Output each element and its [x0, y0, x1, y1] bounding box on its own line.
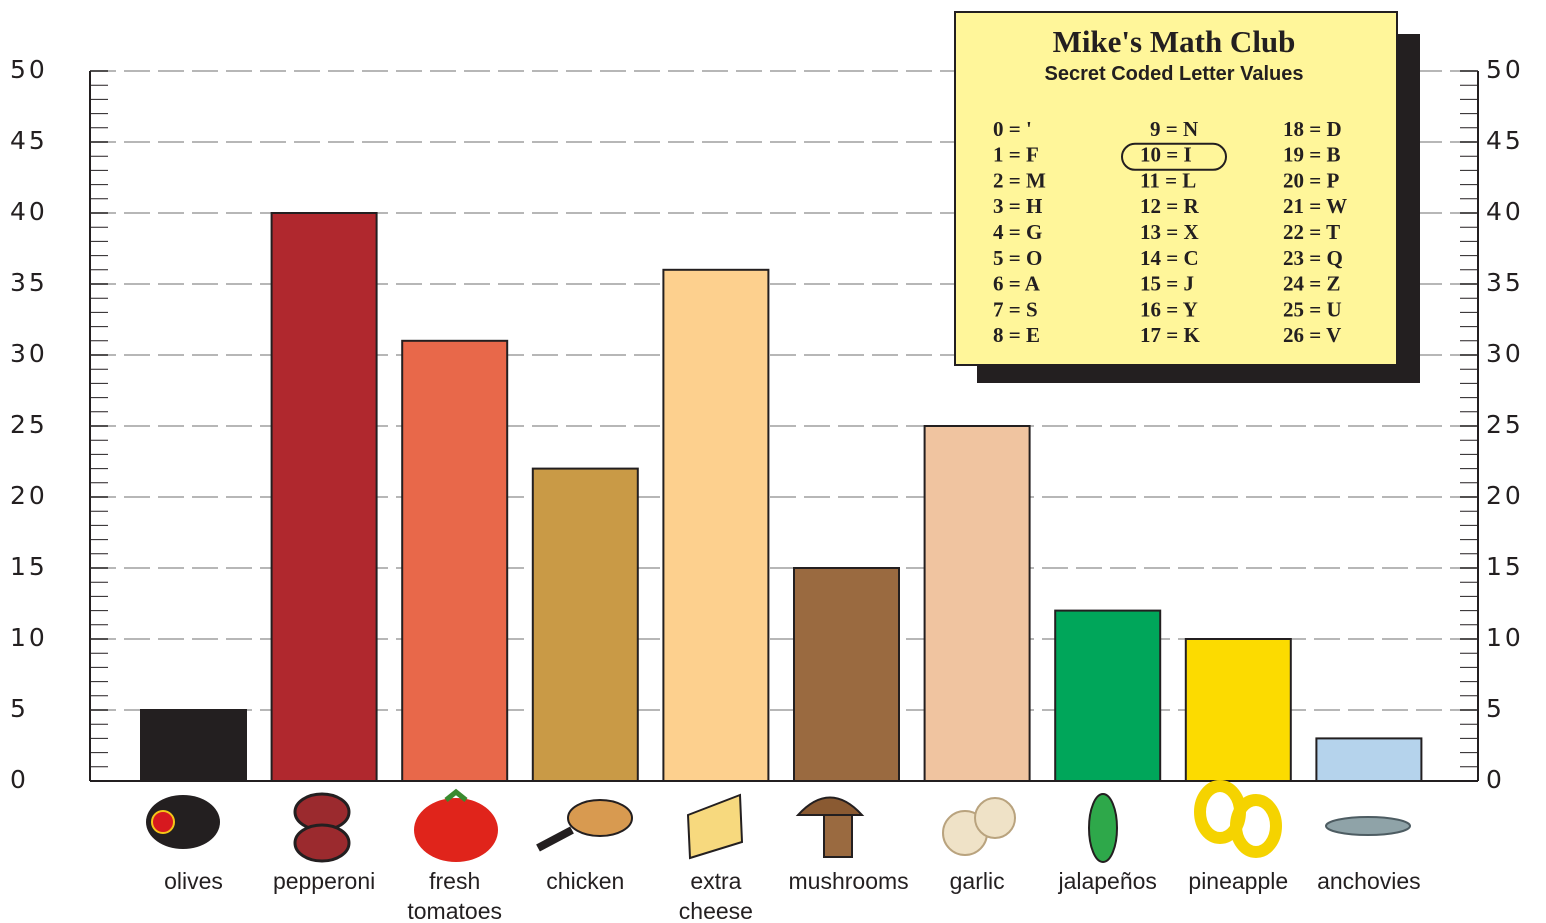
y-tick-label: 45 — [10, 126, 48, 155]
pineapple-icon — [1230, 794, 1282, 858]
code-entry: 18 = D — [1283, 117, 1342, 141]
chicken-icon — [567, 799, 633, 837]
mushroom-icon — [823, 814, 853, 858]
highlight-ring — [1121, 142, 1227, 171]
bars — [140, 212, 1423, 783]
y-tick-label: 50 — [10, 55, 48, 84]
code-entry: 2 = M — [993, 168, 1046, 192]
x-tick-label: pineapple — [1188, 868, 1289, 894]
code-entry: 9 = N — [1150, 117, 1198, 141]
y-tick-label: 10 — [10, 623, 48, 652]
code-entry: 12 = R — [1140, 194, 1199, 218]
key-subtitle: Secret Coded Letter Values — [1045, 63, 1304, 85]
key-title: Mike's Math Club — [1053, 24, 1296, 59]
y-tick-label-right: 45 — [1486, 126, 1524, 155]
y-tick-label-right: 0 — [1486, 765, 1505, 794]
mushroom-icon — [795, 796, 865, 816]
y-tick-label: 0 — [10, 765, 29, 794]
y-tick-label-right: 35 — [1486, 268, 1524, 297]
y-tick-label-right: 30 — [1486, 339, 1524, 368]
y-tick-label-right: 40 — [1486, 197, 1524, 226]
code-entry: 23 = Q — [1283, 246, 1343, 270]
code-entry: 15 = J — [1140, 272, 1194, 296]
code-entry: 17 = K — [1140, 323, 1200, 347]
code-entry: 25 = U — [1283, 297, 1342, 321]
code-entry: 3 = H — [993, 194, 1042, 218]
y-tick-label: 5 — [10, 694, 29, 723]
x-tick-label: mushrooms — [788, 868, 909, 894]
anchovy-icon — [1325, 816, 1411, 836]
y-tick-label-right: 5 — [1486, 694, 1505, 723]
code-entry: 4 = G — [993, 220, 1042, 244]
code-entry: 14 = C — [1140, 246, 1199, 270]
y-tick-label: 25 — [10, 410, 48, 439]
bar — [401, 339, 509, 782]
bar — [140, 709, 247, 782]
x-tick-label: chicken — [546, 868, 625, 894]
garlic-icon — [974, 797, 1016, 839]
tomato-icon — [414, 798, 498, 862]
code-entry: 5 = O — [993, 246, 1042, 270]
code-entry: 26 = V — [1283, 323, 1341, 347]
code-entry: 16 = Y — [1140, 297, 1198, 321]
bar — [793, 567, 900, 782]
x-tick-label: garlic — [949, 868, 1005, 894]
jalapeno-icon — [1088, 793, 1118, 863]
code-entry: 6 = A — [993, 272, 1041, 296]
x-tick-label: anchovies — [1317, 868, 1421, 894]
code-entry: 0 = ' — [993, 117, 1032, 141]
y-tick-label-right: 15 — [1486, 552, 1524, 581]
bar — [1054, 609, 1162, 782]
code-entry: 22 = T — [1283, 220, 1340, 244]
y-tick-label-right: 20 — [1486, 481, 1524, 510]
tomato-icon — [444, 788, 468, 802]
x-tick-label: jalapeños — [1058, 868, 1157, 894]
code-entry: 24 = Z — [1283, 272, 1340, 296]
y-tick-label: 30 — [10, 339, 48, 368]
x-tick-label: extra cheese — [678, 868, 753, 923]
y-tick-label: 35 — [10, 268, 48, 297]
code-entry: 20 = P — [1283, 168, 1339, 192]
pepperoni-icon — [293, 823, 351, 863]
x-tick-label: olives — [164, 868, 223, 894]
y-tick-label: 20 — [10, 481, 48, 510]
y-tick-label: 40 — [10, 197, 48, 226]
y-tick-label: 15 — [10, 552, 48, 581]
bar — [1184, 638, 1292, 782]
bar — [662, 268, 770, 782]
y-tick-label-right: 25 — [1486, 410, 1524, 439]
code-entry: 13 = X — [1140, 220, 1199, 244]
code-entry: 11 = L — [1140, 168, 1196, 192]
bar — [1315, 737, 1423, 783]
olive-icon — [151, 810, 175, 834]
chicken-icon — [536, 826, 574, 852]
bar — [923, 425, 1031, 782]
x-tick-label: fresh tomatoes — [407, 868, 502, 923]
code-entry: 10 = I — [1140, 143, 1192, 167]
y-tick-label-right: 10 — [1486, 623, 1524, 652]
code-entry: 7 = S — [993, 297, 1038, 321]
y-tick-label-right: 50 — [1486, 55, 1524, 84]
code-entry: 19 = B — [1283, 143, 1340, 167]
x-tick-label: pepperoni — [272, 868, 376, 894]
key-box — [954, 11, 1398, 366]
code-key: Mike's Math Club Secret Coded Letter Val… — [954, 11, 1420, 383]
cheese-icon — [686, 793, 744, 860]
grid: 0 0 5 5 10 10 15 15 20 20 25 25 30 30 35 35 40 40 45 45 50 50 — [10, 55, 1524, 794]
code-entry: 1 = F — [993, 143, 1039, 167]
olive-icon — [146, 795, 220, 849]
code-entry: 21 = W — [1283, 194, 1347, 218]
bar — [531, 467, 639, 782]
food-icons — [146, 780, 1411, 863]
bar — [270, 212, 378, 782]
code-entry: 8 = E — [993, 323, 1040, 347]
